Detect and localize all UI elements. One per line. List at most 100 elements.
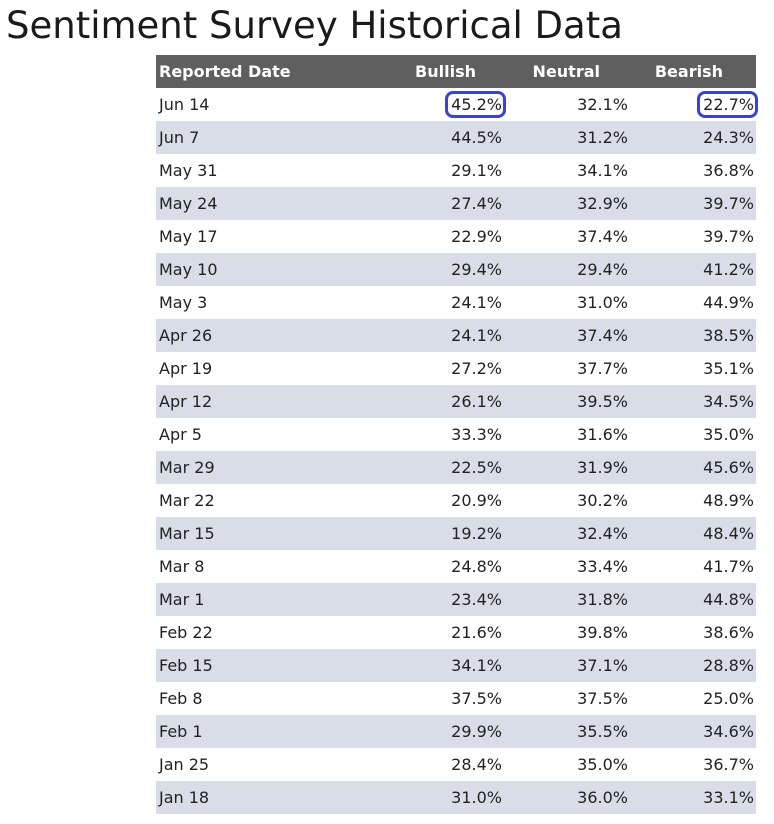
cell-value-text: 34.1% bbox=[577, 161, 628, 180]
cell-reported-date: Feb 22 bbox=[156, 616, 356, 649]
cell-bearish: 35.1% bbox=[630, 352, 756, 385]
cell-value: 48.9% bbox=[703, 484, 754, 517]
cell-bullish: 24.1% bbox=[356, 286, 504, 319]
cell-bullish: 24.1% bbox=[356, 319, 504, 352]
cell-value: 30.2% bbox=[577, 484, 628, 517]
cell-value: 44.9% bbox=[703, 286, 754, 319]
cell-value-text: 36.0% bbox=[577, 788, 628, 807]
cell-bullish: 20.9% bbox=[356, 484, 504, 517]
cell-value-text: 33.1% bbox=[703, 788, 754, 807]
header-bullish: Bullish bbox=[356, 55, 504, 88]
cell-bullish: 44.5% bbox=[356, 121, 504, 154]
cell-bearish: 34.6% bbox=[630, 715, 756, 748]
cell-value-text: 29.4% bbox=[577, 260, 628, 279]
cell-value: 37.5% bbox=[451, 682, 502, 715]
cell-value-text: 37.4% bbox=[577, 326, 628, 345]
cell-neutral: 31.9% bbox=[504, 451, 630, 484]
cell-value-text: 31.6% bbox=[577, 425, 628, 444]
cell-reported-date: Feb 8 bbox=[156, 682, 356, 715]
cell-value: 38.6% bbox=[703, 616, 754, 649]
cell-value-text: 39.8% bbox=[577, 623, 628, 642]
cell-value: 37.4% bbox=[577, 220, 628, 253]
cell-bearish: 34.5% bbox=[630, 385, 756, 418]
cell-value-text: 31.8% bbox=[577, 590, 628, 609]
cell-bullish: 21.6% bbox=[356, 616, 504, 649]
cell-value-text: 37.5% bbox=[577, 689, 628, 708]
cell-value-text: 30.2% bbox=[577, 491, 628, 510]
cell-neutral: 32.9% bbox=[504, 187, 630, 220]
cell-bullish: 28.4% bbox=[356, 748, 504, 781]
table-row: Feb 1 29.9% 35.5% 34.6% bbox=[156, 715, 756, 748]
cell-value: 34.1% bbox=[577, 154, 628, 187]
cell-value: 28.8% bbox=[703, 649, 754, 682]
table-row: May 31 29.1% 34.1% 36.8% bbox=[156, 154, 756, 187]
cell-neutral: 33.4% bbox=[504, 550, 630, 583]
cell-value-text: 31.2% bbox=[577, 128, 628, 147]
cell-value-text: 31.0% bbox=[577, 293, 628, 312]
cell-reported-date: Feb 1 bbox=[156, 715, 356, 748]
cell-bearish: 45.6% bbox=[630, 451, 756, 484]
cell-bullish: 22.9% bbox=[356, 220, 504, 253]
cell-bullish: 37.5% bbox=[356, 682, 504, 715]
table-row: Apr 26 24.1% 37.4% 38.5% bbox=[156, 319, 756, 352]
cell-value-text: 39.5% bbox=[577, 392, 628, 411]
cell-value-text: 21.6% bbox=[451, 623, 502, 642]
cell-value: 31.2% bbox=[577, 121, 628, 154]
cell-value: 34.1% bbox=[451, 649, 502, 682]
cell-value-text: 48.9% bbox=[703, 491, 754, 510]
sentiment-table: Reported Date Bullish Neutral Bearish Ju… bbox=[156, 55, 758, 814]
cell-value: 44.8% bbox=[703, 583, 754, 616]
cell-reported-date: May 17 bbox=[156, 220, 356, 253]
cell-value: 19.2% bbox=[451, 517, 502, 550]
cell-neutral: 32.1% bbox=[504, 88, 630, 121]
cell-value: 22.5% bbox=[451, 451, 502, 484]
table-row: May 17 22.9% 37.4% 39.7% bbox=[156, 220, 756, 253]
cell-value-text: 28.8% bbox=[703, 656, 754, 675]
cell-reported-date: May 31 bbox=[156, 154, 356, 187]
cell-bearish: 39.7% bbox=[630, 220, 756, 253]
cell-value: 39.7% bbox=[703, 187, 754, 220]
cell-value-text: 22.9% bbox=[451, 227, 502, 246]
cell-value: 33.1% bbox=[703, 781, 754, 814]
cell-value-text: 32.4% bbox=[577, 524, 628, 543]
cell-value: 36.0% bbox=[577, 781, 628, 814]
cell-bullish: 29.4% bbox=[356, 253, 504, 286]
cell-bullish: 31.0% bbox=[356, 781, 504, 814]
cell-reported-date: Apr 12 bbox=[156, 385, 356, 418]
cell-bullish: 29.9% bbox=[356, 715, 504, 748]
cell-value-text: 37.1% bbox=[577, 656, 628, 675]
table-row: Jan 18 31.0% 36.0% 33.1% bbox=[156, 781, 756, 814]
table-row: May 24 27.4% 32.9% 39.7% bbox=[156, 187, 756, 220]
cell-neutral: 29.4% bbox=[504, 253, 630, 286]
cell-neutral: 37.1% bbox=[504, 649, 630, 682]
cell-value: 31.9% bbox=[577, 451, 628, 484]
cell-value: 31.0% bbox=[451, 781, 502, 814]
cell-neutral: 37.7% bbox=[504, 352, 630, 385]
cell-neutral: 34.1% bbox=[504, 154, 630, 187]
cell-value: 37.1% bbox=[577, 649, 628, 682]
cell-value-text: 36.8% bbox=[703, 161, 754, 180]
cell-value-text: 28.4% bbox=[451, 755, 502, 774]
cell-value-text: 22.5% bbox=[451, 458, 502, 477]
page-title: Sentiment Survey Historical Data bbox=[6, 4, 623, 47]
cell-value: 38.5% bbox=[703, 319, 754, 352]
cell-bearish: 48.4% bbox=[630, 517, 756, 550]
cell-neutral: 39.5% bbox=[504, 385, 630, 418]
header-bearish: Bearish bbox=[630, 55, 756, 88]
cell-value-text: 25.0% bbox=[703, 689, 754, 708]
cell-value-text: 45.6% bbox=[703, 458, 754, 477]
header-reported-date: Reported Date bbox=[156, 55, 356, 88]
cell-bullish: 27.2% bbox=[356, 352, 504, 385]
cell-value-text: 31.0% bbox=[451, 788, 502, 807]
cell-value-text: 37.5% bbox=[451, 689, 502, 708]
cell-value: 29.9% bbox=[451, 715, 502, 748]
cell-reported-date: May 10 bbox=[156, 253, 356, 286]
cell-bearish: 25.0% bbox=[630, 682, 756, 715]
cell-value: 36.7% bbox=[703, 748, 754, 781]
table-row: Feb 15 34.1% 37.1% 28.8% bbox=[156, 649, 756, 682]
table-row: Mar 1 23.4% 31.8% 44.8% bbox=[156, 583, 756, 616]
cell-value-text: 38.5% bbox=[703, 326, 754, 345]
cell-value: 24.8% bbox=[451, 550, 502, 583]
cell-value: 27.2% bbox=[451, 352, 502, 385]
cell-value: 29.4% bbox=[577, 253, 628, 286]
